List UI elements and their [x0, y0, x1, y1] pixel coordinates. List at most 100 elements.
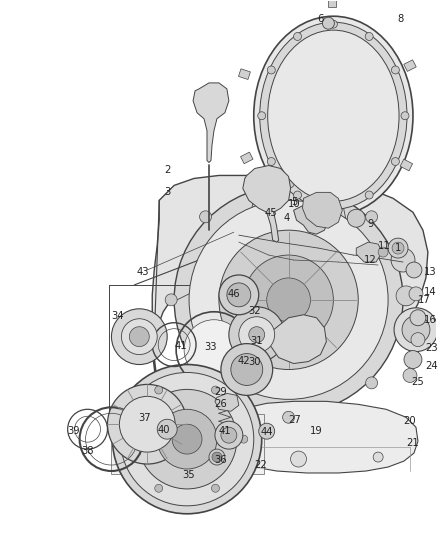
Text: 44: 44 [261, 427, 273, 437]
Circle shape [400, 294, 412, 306]
Circle shape [111, 309, 167, 365]
Circle shape [215, 421, 243, 449]
Ellipse shape [254, 16, 413, 215]
Text: 41: 41 [175, 341, 187, 351]
Circle shape [403, 368, 417, 383]
Polygon shape [215, 393, 239, 411]
Circle shape [402, 316, 430, 344]
Circle shape [200, 211, 212, 223]
Circle shape [293, 33, 301, 41]
Circle shape [290, 451, 307, 467]
Circle shape [231, 353, 263, 385]
Circle shape [172, 424, 202, 454]
Text: 26: 26 [215, 399, 227, 409]
Circle shape [200, 377, 212, 389]
Circle shape [113, 365, 262, 514]
Circle shape [396, 286, 416, 306]
Text: 42: 42 [237, 356, 250, 366]
Circle shape [293, 191, 301, 199]
Circle shape [392, 242, 404, 254]
Circle shape [283, 176, 295, 188]
Text: 39: 39 [67, 426, 80, 436]
Circle shape [392, 158, 399, 165]
Circle shape [366, 377, 378, 389]
Text: 13: 13 [424, 267, 436, 277]
Circle shape [155, 386, 162, 394]
Circle shape [283, 411, 295, 423]
Circle shape [259, 423, 275, 439]
Text: 41: 41 [219, 426, 231, 436]
Text: 25: 25 [412, 377, 424, 387]
Circle shape [129, 327, 149, 346]
Text: 38: 38 [81, 446, 94, 456]
Text: 45: 45 [265, 208, 277, 218]
Ellipse shape [260, 22, 407, 209]
Circle shape [107, 384, 187, 464]
Text: 27: 27 [288, 415, 301, 425]
Circle shape [392, 66, 399, 74]
Polygon shape [229, 401, 418, 473]
Circle shape [221, 427, 237, 443]
Circle shape [219, 275, 259, 315]
Text: 43: 43 [137, 267, 149, 277]
Circle shape [391, 248, 415, 272]
Circle shape [240, 435, 248, 443]
Circle shape [347, 209, 365, 227]
Circle shape [212, 484, 219, 492]
Circle shape [410, 310, 426, 326]
Circle shape [157, 409, 217, 469]
Circle shape [155, 484, 162, 492]
Polygon shape [356, 242, 382, 262]
Text: 22: 22 [254, 460, 267, 470]
Text: 6: 6 [317, 14, 324, 24]
Circle shape [329, 20, 337, 28]
Text: 24: 24 [426, 360, 438, 370]
Text: 37: 37 [138, 413, 151, 423]
Text: 8: 8 [397, 14, 403, 24]
Circle shape [258, 112, 266, 120]
Circle shape [329, 203, 337, 211]
Text: 11: 11 [378, 241, 391, 251]
Circle shape [239, 317, 275, 352]
Bar [321, 216, 328, 226]
Circle shape [209, 449, 225, 465]
Circle shape [227, 283, 251, 307]
Circle shape [267, 158, 276, 165]
Polygon shape [193, 83, 229, 163]
Polygon shape [131, 175, 428, 429]
Circle shape [157, 419, 177, 439]
Circle shape [378, 247, 388, 257]
Circle shape [212, 452, 222, 462]
Bar [238, 69, 251, 79]
Circle shape [388, 238, 408, 258]
Text: 2: 2 [164, 165, 170, 175]
Text: 10: 10 [288, 199, 301, 209]
Bar [240, 152, 253, 164]
Circle shape [406, 262, 422, 278]
Circle shape [267, 66, 276, 74]
Circle shape [244, 255, 333, 345]
Polygon shape [111, 414, 264, 474]
Text: 21: 21 [406, 438, 419, 448]
Text: 12: 12 [364, 255, 377, 265]
Circle shape [394, 308, 438, 352]
Circle shape [120, 373, 254, 506]
Polygon shape [303, 192, 343, 228]
Text: 17: 17 [417, 295, 430, 305]
Text: 9: 9 [367, 219, 373, 229]
Text: 34: 34 [111, 311, 124, 321]
Text: 36: 36 [215, 455, 227, 465]
Ellipse shape [268, 30, 399, 201]
Circle shape [411, 333, 425, 346]
Polygon shape [243, 165, 290, 242]
Polygon shape [293, 205, 328, 234]
Circle shape [401, 112, 409, 120]
Text: 16: 16 [424, 315, 436, 325]
Text: 19: 19 [310, 426, 323, 436]
Polygon shape [268, 315, 326, 364]
Circle shape [249, 327, 265, 343]
Circle shape [373, 452, 383, 462]
Circle shape [189, 200, 388, 399]
Circle shape [409, 287, 423, 301]
Text: 29: 29 [215, 387, 227, 398]
